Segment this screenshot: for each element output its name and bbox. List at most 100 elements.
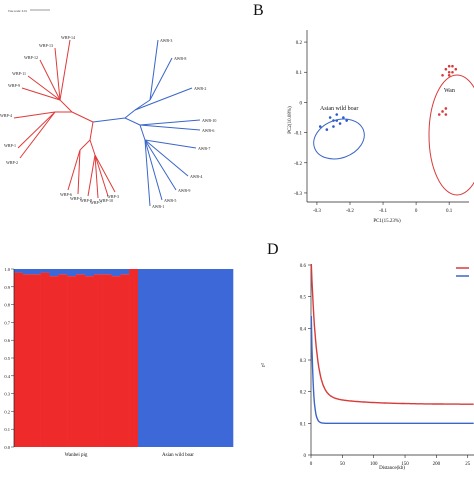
tree-branch-wbp-0 <box>67 149 81 191</box>
pca-point <box>332 125 335 128</box>
structure-bar-wild-blue <box>166 269 177 447</box>
structure-bar-wanbei-blue <box>84 269 95 277</box>
tree-label-awb: AWB-3 <box>160 38 172 43</box>
structure-bar-wanbei-red <box>67 276 77 447</box>
structure-bar-wanbei-red <box>49 276 59 447</box>
pca-y-tick-label: -0.3 <box>294 192 302 197</box>
panel-c-structure: 0.0 0.1 0.2 0.3 0.4 0.5 0.6 0.7 0.8 0.9 1.0 Wanbei… <box>0 237 235 474</box>
tree-label-wbp: WBP-12 <box>24 55 38 60</box>
structure-bar-wanbei-blue <box>120 269 130 275</box>
ld-y-tick-label: 0.5 <box>300 296 307 301</box>
tree-scale-label: Tree scale: 0.01 <box>8 9 27 13</box>
tree-label-wbp: WBP-11 <box>12 71 26 76</box>
pca-point <box>444 113 448 116</box>
tree-label-awb: AWB-2 <box>194 86 206 91</box>
ld-y-tick-label: 0.3 <box>300 359 307 364</box>
structure-bar-wanbei-blue <box>22 269 33 275</box>
tree-svg: Tree scale: 0.01 WBP-6WBP-5WBP-8WBP-7WBP… <box>0 9 216 209</box>
tree-label-awb: AWB-8 <box>174 56 186 61</box>
label-wanbei-pig: Wan <box>444 88 455 94</box>
pca-point <box>444 67 448 71</box>
panel-letter-b: B <box>253 2 264 19</box>
pca-ylabel: PC2(10.08%) <box>288 106 293 134</box>
tree-branch-10 <box>139 124 146 141</box>
tree-label-awb: AWB-9 <box>178 188 190 193</box>
tree-branch-wbp-12 <box>54 47 61 101</box>
ld-y-tick-label: 0.6 <box>300 264 307 269</box>
ld-line-series-0 <box>310 263 474 405</box>
structure-y-tick-label: 0.6 <box>4 338 10 343</box>
tree-branch-8 <box>124 117 141 126</box>
structure-bar-wild-blue <box>176 269 186 447</box>
structure-y-tick-label: 0.4 <box>4 374 10 379</box>
pca-point <box>447 70 451 74</box>
structure-bar-wanbei-red <box>102 274 112 447</box>
ld-y-tick-label: 0 <box>304 454 307 459</box>
tree-branch-wbp-11 <box>39 59 61 101</box>
pca-y-tick-label: 0 <box>300 101 303 106</box>
pca-y-tick-label: 0.1 <box>296 71 303 76</box>
tree-label-wbp: WBP-5 <box>70 196 82 201</box>
tree-branch-wbp-5 <box>94 154 116 193</box>
structure-y-tick-label: 0.9 <box>4 285 10 290</box>
structure-bar-wild-blue <box>157 269 167 447</box>
structure-svg: 0.0 0.1 0.2 0.3 0.4 0.5 0.6 0.7 0.8 0.9 1.0 Wanbei… <box>4 267 234 458</box>
panel-d-ld-decay: D 0 50 100 150 200 25 0 0.1 0.2 0.3 0.4 0.5 0.6 Dist… <box>237 237 474 474</box>
structure-y-tick-label: 0.0 <box>4 445 10 450</box>
structure-bar-wanbei-red <box>40 272 50 447</box>
tree-label-awb: AWB-4 <box>190 174 202 179</box>
ld-ylabel: r² <box>261 363 267 367</box>
pca-x-tick-label: -0.3 <box>313 209 321 214</box>
panel-letter-d: D <box>267 241 279 258</box>
structure-bar-wanbei-red <box>93 274 103 447</box>
pca-y-tick-label: -0.1 <box>294 132 302 137</box>
pca-point <box>451 64 454 68</box>
structure-bar-wanbei-red <box>84 276 95 447</box>
pca-point <box>345 119 348 122</box>
pca-y-tick-label: -0.2 <box>294 162 302 167</box>
tree-branch-awb-6 <box>144 139 189 177</box>
tree-branch-4 <box>79 139 91 151</box>
tree-label-wbp: WBP-8 <box>80 198 92 203</box>
tree-branches <box>13 39 201 207</box>
tree-branch-6 <box>92 117 126 123</box>
structure-y-tick-label: 0.3 <box>4 392 10 397</box>
tree-label-wbp: WBP-9 <box>8 83 20 88</box>
structure-bar-wild-blue <box>223 269 234 447</box>
structure-bar-wild-blue <box>138 269 148 447</box>
wanbei-pig-ellipse <box>428 74 474 196</box>
pca-xlabel: PC1(15.23%) <box>373 219 401 224</box>
structure-bar-wild-blue <box>195 269 205 447</box>
structure-bar-wanbei-red <box>58 274 68 447</box>
category-asian-wild-boar: Asian wild boar <box>162 453 194 458</box>
pca-x-tick-label: 0.1 <box>446 209 453 214</box>
structure-y-tick-label: 0.8 <box>4 303 10 308</box>
tree-branch-awb-8 <box>144 139 163 201</box>
structure-bar-wild-blue <box>214 269 224 447</box>
structure-bar-wanbei-blue <box>93 269 103 275</box>
tree-branch-7 <box>124 109 136 119</box>
pca-point <box>437 113 441 116</box>
pca-point <box>325 128 329 131</box>
ld-y-tick-label: 0.2 <box>300 391 307 396</box>
tree-label-awb: AWB-6 <box>202 128 214 133</box>
structure-bar-wanbei-red <box>76 274 86 447</box>
tree-branch-0 <box>71 111 94 123</box>
tree-label-wbp: WBP-7 <box>90 200 102 205</box>
structure-y-tick-label: 0.7 <box>4 320 10 325</box>
pca-point <box>451 70 454 74</box>
ld-x-tick-label: 150 <box>401 462 409 467</box>
ld-x-tick-label: 50 <box>340 462 346 467</box>
tree-branch-wbp-3 <box>94 154 99 199</box>
tree-branch-wbp-9 <box>21 87 61 101</box>
tree-branch-wbp-4 <box>94 154 109 197</box>
tree-branch-awb-0 <box>149 39 159 101</box>
tree-branch-wbp-8 <box>13 111 56 119</box>
pca-y-tick-label: 0.2 <box>296 41 303 46</box>
tree-label-awb: AWB-1 <box>152 204 164 209</box>
pca-point <box>441 73 444 77</box>
ld-x-tick-label: 25 <box>465 462 471 467</box>
